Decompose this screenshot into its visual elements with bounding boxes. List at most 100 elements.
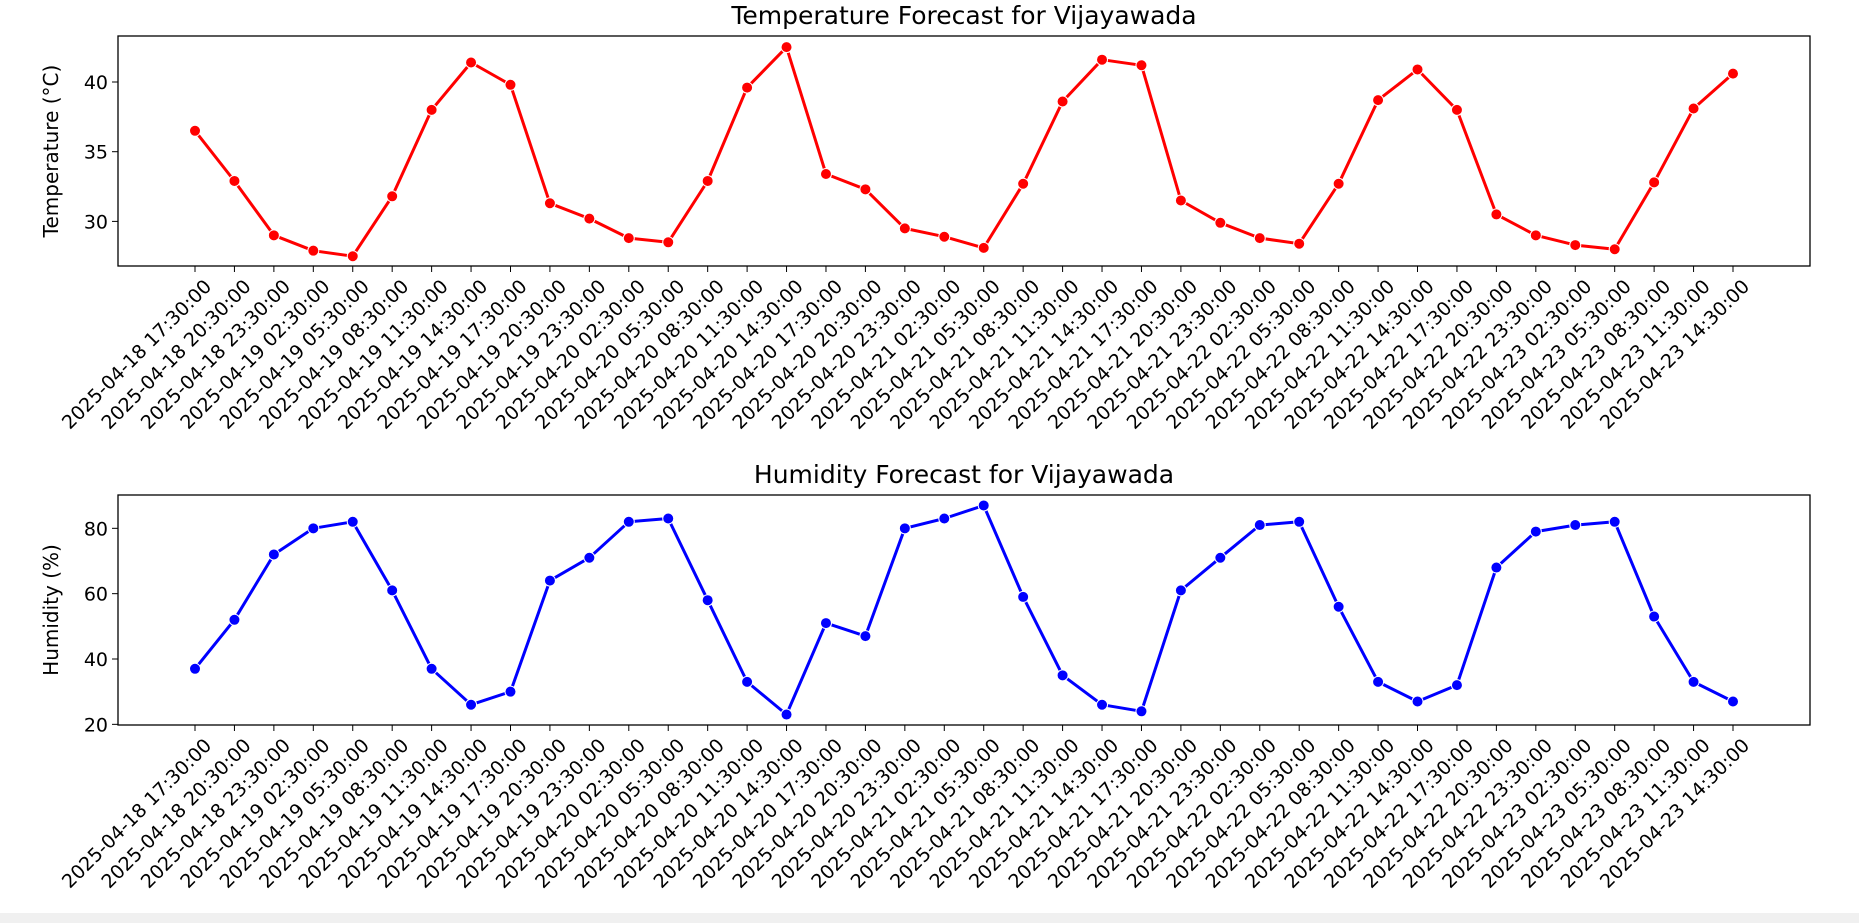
window-bottom-strip [0,913,1859,923]
temp-data-point [1332,177,1345,190]
humidity-data-point [1411,695,1424,708]
temp-data-point [1411,63,1424,76]
humidity-panel: Humidity Forecast for Vijayawada Humidity… [39,460,1811,893]
humidity-data-point [977,499,990,512]
temp-y-tick-label: 35 [84,142,108,164]
temp-data-point [859,183,872,196]
temp-data-point [307,244,320,257]
temp-data-point [1174,194,1187,207]
humidity-plot-frame [117,494,1811,726]
humidity-data-point [741,675,754,688]
temp-data-point [386,190,399,203]
temp-data-point [583,212,596,225]
humidity-data-point [1253,519,1266,532]
temp-data-point [780,41,793,54]
temp-data-point [346,250,359,263]
humidity-data-point [859,630,872,643]
temp-data-point [267,229,280,242]
temp-data-point [938,230,951,243]
temp-data-point [1293,237,1306,250]
humidity-y-tick-label: 60 [84,584,108,606]
temp-data-point [504,78,517,91]
humidity-data-point [1450,679,1463,692]
temp-data-point [1608,243,1621,256]
humidity-data-point [1727,695,1739,708]
humidity-y-tick-label: 20 [84,714,108,736]
temp-data-point [228,174,241,187]
humidity-data-point [189,662,201,675]
humidity-data-point [267,548,280,561]
temp-data-point [1450,103,1463,116]
humidity-data-point [346,515,359,528]
humidity-data-point [1017,590,1030,603]
temp-data-point [1135,59,1148,72]
temp-data-point [1648,176,1661,189]
humidity-data-point [386,584,399,597]
temp-y-tick-label: 30 [84,211,108,233]
temp-data-point [741,81,754,94]
humidity-data-point [228,613,241,626]
temp-data-point [977,241,990,254]
humidity-data-point [1490,561,1503,574]
temp-plot-frame [117,35,1811,267]
humidity-y-tick-label: 80 [84,518,108,540]
temp-data-point [701,174,714,187]
temp-data-point [425,103,438,116]
humidity-data-point [1687,675,1700,688]
temp-data-point [1529,229,1542,242]
humidity-data-point [1096,698,1109,711]
humidity-data-point [938,512,951,525]
humidity-data-point [465,698,478,711]
temp-data-point [622,232,635,245]
temp-panel: Temperature Forecast for Vijayawada Tempe… [39,1,1811,434]
temp-data-point [1727,67,1739,80]
temp-data-point [819,168,832,180]
humidity-y-axis-label: Humidity (%) [39,544,63,676]
humidity-data-point [425,662,438,675]
temp-data-point [543,197,556,210]
humidity-data-point [1529,525,1542,538]
temp-data-point [465,56,478,69]
humidity-data-point [1648,610,1661,623]
temp-data-point [662,236,675,249]
humidity-y-tick-label: 40 [84,649,108,671]
temp-y-tick-label: 40 [84,72,108,94]
humidity-data-point [1174,584,1187,597]
humidity-data-point [543,574,556,587]
temp-series-line [193,45,1734,258]
temp-data-point [1214,216,1227,229]
humidity-data-point [1569,519,1582,532]
humidity-data-point [307,522,320,535]
temp-chart-title: Temperature Forecast for Vijayawada [730,1,1196,30]
humidity-data-point [1293,515,1306,528]
temp-data-point [189,124,201,137]
temp-data-point [898,222,911,235]
temp-data-point [1569,239,1582,252]
humidity-data-point [662,512,675,525]
humidity-data-point [1372,675,1385,688]
humidity-data-point [819,617,832,630]
temp-data-point [1096,53,1109,66]
temp-data-point [1253,232,1266,245]
humidity-data-point [1135,705,1148,718]
humidity-data-point [898,522,911,535]
humidity-data-point [780,708,793,721]
humidity-data-point [1214,551,1227,564]
temp-data-point [1687,102,1700,115]
humidity-data-point [583,551,596,564]
humidity-data-point [504,685,517,698]
humidity-series-line [193,504,1734,716]
humidity-data-point [1608,515,1621,528]
temp-data-point [1372,94,1385,107]
temp-data-point [1056,95,1069,108]
humidity-data-point [1056,669,1069,682]
temp-y-axis-label: Temperature (°C) [39,65,63,239]
humidity-data-point [701,594,714,607]
humidity-chart-title: Humidity Forecast for Vijayawada [754,460,1174,489]
humidity-data-point [1332,600,1345,613]
humidity-data-point [622,515,635,528]
temp-data-point [1490,208,1503,221]
temp-data-point [1017,177,1030,190]
